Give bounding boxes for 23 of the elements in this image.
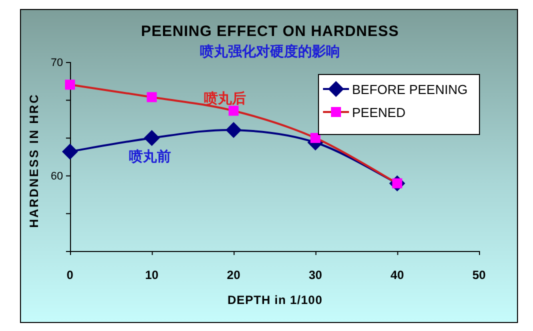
- point: [228, 106, 239, 116]
- legend-label: BEFORE PEENING: [352, 82, 468, 97]
- y-axis-title: HARDNESS IN HRC: [27, 93, 41, 228]
- y-tick-label: 60: [50, 170, 63, 182]
- annotation: 喷丸后: [204, 90, 246, 107]
- point: [144, 130, 160, 146]
- point: [62, 144, 78, 160]
- x-tick-label: 30: [308, 268, 322, 282]
- annotation: 喷丸前: [129, 149, 171, 165]
- x-tick-label: 50: [472, 268, 486, 282]
- x-tick-label: 20: [226, 268, 241, 282]
- point: [65, 80, 75, 90]
- x-axis-title: DEPTH in 1/100: [227, 293, 323, 307]
- point: [226, 122, 242, 138]
- x-tick-label: 40: [390, 268, 404, 282]
- legend-label: PEENED: [352, 105, 406, 120]
- chart-subtitle: 喷丸强化对硬度的影响: [200, 43, 340, 60]
- x-tick-label: 10: [145, 268, 159, 282]
- point: [310, 132, 320, 143]
- point: [146, 92, 157, 102]
- y-tick-label: 70: [50, 57, 63, 69]
- chart-title: PEENING EFFECT ON HARDNESS: [140, 23, 400, 40]
- x-tick-label: 0: [66, 268, 74, 282]
